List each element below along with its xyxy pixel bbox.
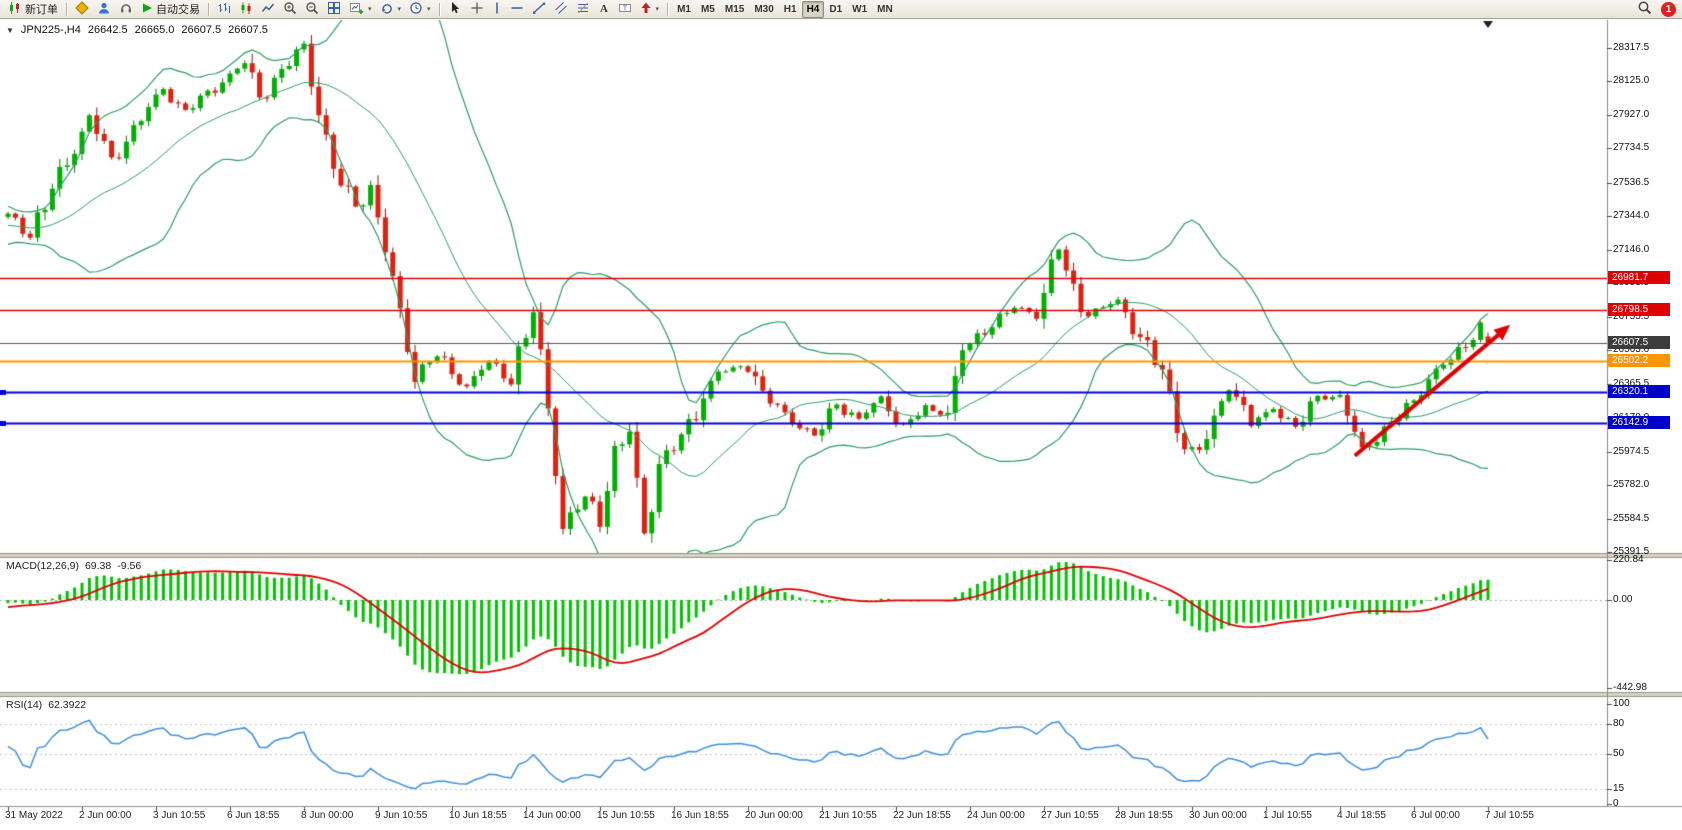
macd-title: MACD(12,26,9) [6, 560, 79, 572]
chart-open-value: 26642.5 [87, 24, 128, 36]
accounts-button[interactable] [93, 0, 115, 19]
cursor-button[interactable] [444, 0, 466, 19]
bar-chart-button[interactable] [213, 0, 235, 19]
horizontal-line-icon [510, 1, 524, 18]
accounts-icon [97, 1, 111, 18]
new-chart-button[interactable]: ▾ [345, 0, 376, 19]
chart-ohlc-header: ▼ JPN225-,H4 26642.5 26665.0 26607.5 266… [6, 24, 268, 36]
timeframe-clock-icon [409, 1, 423, 18]
timeframe-w1-button[interactable]: W1 [852, 3, 868, 15]
zoom-out-icon [305, 1, 319, 18]
candlestick-chart-button[interactable] [235, 0, 257, 19]
crosshair-icon [470, 1, 484, 18]
macd-signal-value: -9.56 [117, 560, 142, 572]
timeframe-d1-button[interactable]: D1 [829, 3, 843, 15]
chevron-down-icon: ▾ [427, 6, 431, 13]
text-button[interactable]: A [594, 0, 614, 19]
timeframe-m30-button[interactable]: M30 [754, 3, 774, 15]
timeframe-m5-button[interactable]: M5 [700, 3, 715, 15]
channel-button[interactable] [550, 0, 572, 19]
toolbar-separator [66, 2, 67, 16]
timeframe-h1-button[interactable]: H1 [783, 3, 797, 15]
chevron-down-icon: ▾ [368, 6, 372, 13]
macd-indicator-label: MACD(12,26,9) 69.38 -9.56 [6, 560, 141, 572]
cursor-icon [448, 1, 462, 18]
new-chart-icon [349, 1, 364, 18]
toolbar-separator [438, 2, 440, 16]
timeframe-mn-button[interactable]: MN [877, 3, 893, 15]
search-icon [1637, 0, 1652, 18]
main-toolbar: 新订单 自动交易 ▾ ▾ ▾ A T ▾ M1 M5 M15 M [0, 0, 1682, 19]
bar-chart-icon [217, 1, 231, 18]
tile-windows-button[interactable] [323, 0, 345, 19]
search-button[interactable] [1633, 0, 1656, 19]
toolbar-separator [667, 2, 669, 16]
trendline-icon [532, 1, 546, 18]
toolbar-separator [208, 2, 209, 16]
channel-icon [554, 1, 568, 18]
vertical-line-icon [492, 1, 502, 18]
new-order-button[interactable]: 新订单 [4, 0, 62, 19]
metaeditor-icon [75, 0, 89, 18]
timeframe-h4-button[interactable]: H4 [801, 0, 825, 18]
arrows-icon [640, 1, 652, 18]
tile-windows-icon [327, 1, 341, 18]
zoom-in-button[interactable] [279, 0, 301, 19]
chart-close-value: 26607.5 [228, 24, 268, 36]
macd-main-value: 69.38 [84, 560, 112, 572]
profiles-button[interactable]: ▾ [376, 0, 406, 19]
chart-symbol-timeframe: JPN225-,H4 [20, 24, 81, 36]
chevron-down-icon: ▼ [6, 25, 14, 35]
zoom-out-button[interactable] [301, 0, 323, 19]
timeframe-clock-button[interactable]: ▾ [405, 0, 435, 19]
svg-text:A: A [600, 3, 608, 15]
support-button[interactable] [115, 0, 137, 19]
crosshair-button[interactable] [466, 0, 488, 19]
new-order-icon [8, 1, 22, 18]
line-chart-button[interactable] [257, 0, 279, 19]
rsi-title: RSI(14) [6, 699, 43, 711]
text-label-button[interactable]: T [614, 0, 636, 19]
chevron-down-icon: ▾ [655, 6, 660, 13]
support-icon [119, 1, 133, 18]
metaeditor-button[interactable] [71, 0, 93, 19]
auto-trading-button[interactable]: 自动交易 [137, 0, 204, 19]
vertical-line-button[interactable] [488, 0, 506, 19]
text-icon: A [598, 1, 610, 18]
chevron-down-icon: ▾ [397, 6, 402, 13]
auto-trading-label: 自动交易 [156, 4, 200, 16]
auto-trading-icon [141, 1, 153, 18]
horizontal-line-button[interactable] [506, 0, 528, 19]
svg-text:T: T [622, 5, 627, 12]
rsi-value: 62.3922 [48, 699, 87, 711]
fibonacci-icon [576, 1, 590, 18]
rsi-indicator-label: RSI(14) 62.3922 [6, 699, 86, 711]
arrows-button[interactable]: ▾ [636, 0, 664, 19]
line-chart-icon [261, 1, 275, 18]
fibonacci-button[interactable] [572, 0, 594, 19]
timeframe-m15-button[interactable]: M15 [724, 3, 745, 15]
profiles-icon [380, 1, 394, 18]
zoom-in-icon [283, 1, 297, 18]
text-label-icon: T [618, 1, 632, 18]
new-order-label: 新订单 [25, 4, 58, 16]
candlestick-chart-icon [239, 1, 253, 18]
notification-badge[interactable]: 1 [1661, 1, 1676, 17]
chart-low-value: 26607.5 [181, 24, 222, 36]
trendline-button[interactable] [528, 0, 550, 19]
chart-high-value: 26665.0 [134, 24, 175, 36]
timeframe-m1-button[interactable]: M1 [677, 3, 691, 15]
